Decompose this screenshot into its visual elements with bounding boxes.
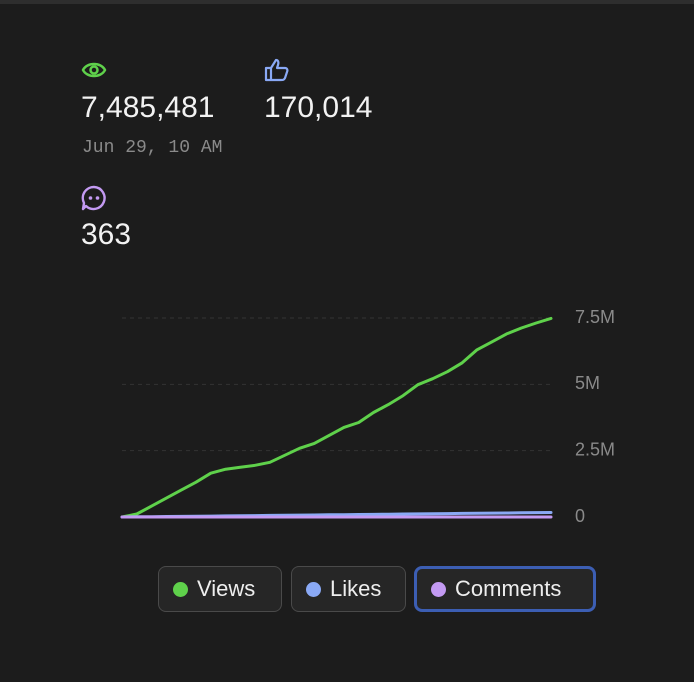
legend-swatch	[306, 581, 321, 597]
y-tick-label: 7.5M	[575, 307, 615, 327]
likes-icon	[264, 58, 289, 82]
line-series	[120, 316, 553, 519]
legend-label: Comments	[455, 576, 562, 601]
y-tick-label: 2.5M	[575, 439, 615, 459]
y-tick-label: 0	[575, 506, 585, 526]
views-icon	[81, 62, 107, 78]
views-count: 7,485,481	[81, 91, 215, 124]
legend-label: Views	[197, 576, 256, 601]
legend-button[interactable]: Comments	[414, 566, 596, 612]
comments-icon	[81, 185, 106, 211]
legend-button[interactable]: Likes	[291, 566, 406, 612]
timestamp: Jun 29, 10 AM	[82, 138, 223, 158]
legend-label: Likes	[330, 576, 382, 601]
legend-swatch	[431, 581, 446, 597]
chart: 0 2.5M 5M 7.5M	[120, 307, 615, 526]
legend-button[interactable]: Views	[158, 566, 282, 612]
comments-count: 363	[81, 218, 132, 251]
likes-count: 170,014	[264, 91, 373, 124]
legend-swatch	[173, 581, 188, 597]
y-tick-label: 5M	[575, 373, 600, 393]
